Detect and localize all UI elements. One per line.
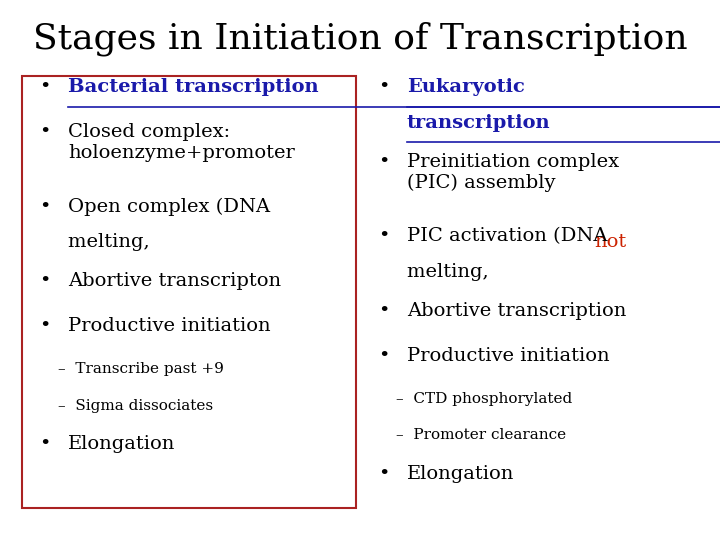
Text: Closed complex:
holoenzyme+promoter: Closed complex: holoenzyme+promoter [68, 123, 295, 162]
Text: Preinitiation complex
(PIC) assembly: Preinitiation complex (PIC) assembly [407, 153, 619, 192]
Text: •: • [378, 302, 390, 320]
Text: –  Sigma dissociates: – Sigma dissociates [58, 399, 212, 413]
Text: –  Promoter clearance: – Promoter clearance [396, 428, 566, 442]
Text: Eukaryotic: Eukaryotic [407, 78, 525, 96]
Text: Abortive transcripton: Abortive transcripton [68, 272, 282, 290]
Text: transcription: transcription [407, 114, 550, 132]
Text: Abortive transcription: Abortive transcription [407, 302, 626, 320]
Text: •: • [378, 78, 390, 96]
Text: Elongation: Elongation [407, 465, 514, 483]
Text: •: • [378, 153, 390, 171]
Text: •: • [40, 123, 51, 141]
Text: melting,: melting, [68, 233, 156, 251]
Text: melting,: melting, [407, 263, 495, 281]
Text: •: • [40, 198, 51, 215]
Text: •: • [40, 272, 51, 290]
Text: –  CTD phosphorylated: – CTD phosphorylated [396, 392, 572, 406]
Text: Productive initiation: Productive initiation [68, 317, 271, 335]
Text: PIC activation (DNA: PIC activation (DNA [407, 227, 607, 245]
Text: •: • [378, 465, 390, 483]
Text: •: • [40, 78, 51, 96]
Text: Productive initiation: Productive initiation [407, 347, 609, 364]
Text: Elongation: Elongation [68, 435, 176, 453]
Text: –  Transcribe past +9: – Transcribe past +9 [58, 362, 223, 376]
Text: •: • [40, 435, 51, 453]
Text: •: • [40, 317, 51, 335]
Text: •: • [378, 347, 390, 364]
Text: •: • [378, 227, 390, 245]
Text: Stages in Initiation of Transcription: Stages in Initiation of Transcription [32, 22, 688, 56]
Text: not: not [595, 233, 627, 251]
Text: Open complex (DNA: Open complex (DNA [68, 198, 271, 216]
Text: Bacterial transcription: Bacterial transcription [68, 78, 319, 96]
